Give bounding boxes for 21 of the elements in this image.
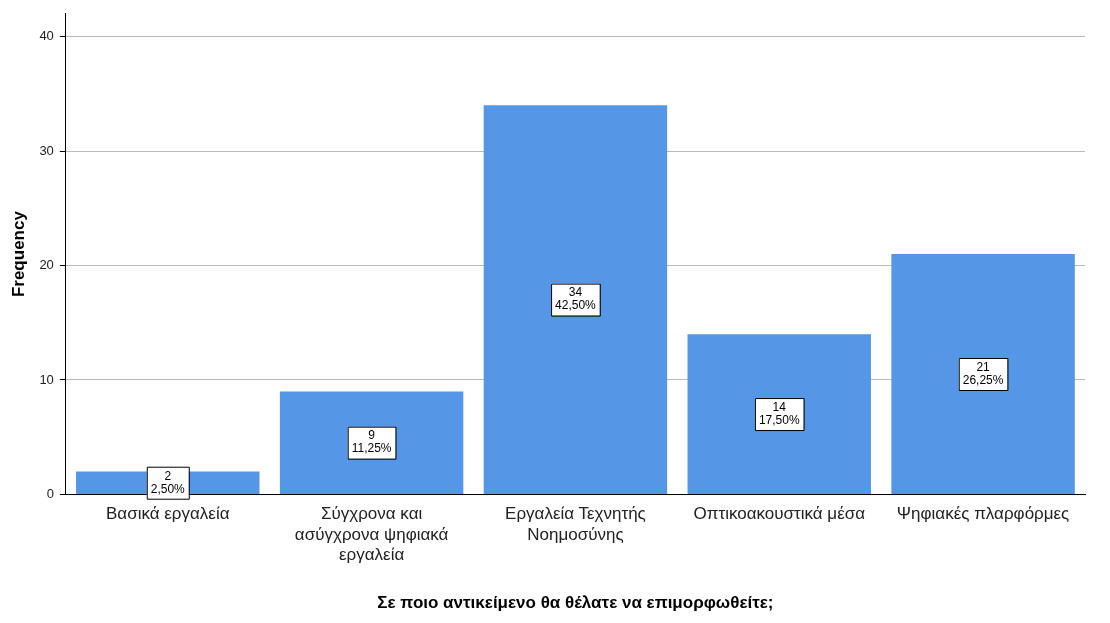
- bar: [279, 391, 464, 494]
- y-tick-label: 0: [46, 485, 54, 501]
- x-tick-label: Ψηφιακές πλαρφόρμες: [896, 504, 1070, 524]
- data-label: 2 2,50%: [150, 468, 186, 496]
- y-tick-label: 20: [39, 257, 54, 273]
- bar: [483, 105, 668, 494]
- data-label: 9 11,25%: [351, 428, 392, 456]
- x-tick-label: Σύγχρονα και ασύγχρονα ψηφιακά εργαλεία: [294, 504, 449, 565]
- y-tick-label: 40: [39, 28, 54, 44]
- x-axis-title: Σε ποιο αντικείμενο θα θέλατε να επιμορφωθείτε;: [377, 593, 774, 613]
- x-tick-label: Εργαλεία Τεχνητής Νοημοσύνης: [505, 504, 646, 544]
- data-label: 21 26,25%: [962, 359, 1004, 387]
- x-tick-label: Βασικά εργαλεία: [106, 504, 230, 524]
- bar: [891, 254, 1075, 494]
- y-tick-label: 30: [39, 142, 54, 158]
- x-tick-label: Οπτικοακουστικά μέσα: [693, 504, 866, 524]
- data-label: 14 17,50%: [758, 399, 800, 427]
- data-label: 34 42,50%: [555, 285, 597, 313]
- y-tick-label: 10: [39, 371, 54, 387]
- bar: [687, 334, 871, 494]
- y-axis-title: Frequency: [8, 210, 28, 298]
